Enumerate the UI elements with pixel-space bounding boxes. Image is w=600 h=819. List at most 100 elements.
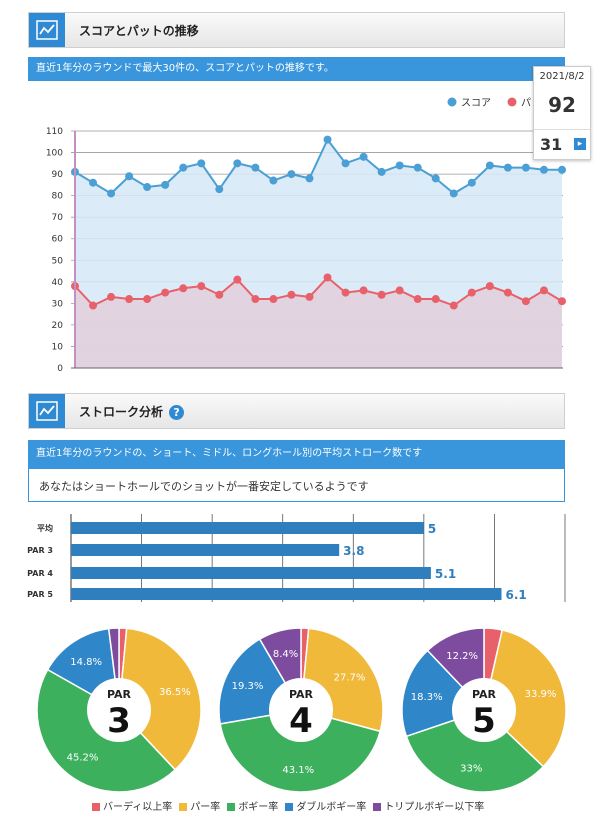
data-point [197, 159, 206, 168]
data-point [431, 174, 440, 183]
section-description: 直近1年分のラウンドで最大30件の、スコアとパットの推移です。 [28, 57, 565, 81]
center-label-top: PAR [107, 688, 132, 701]
slice-label: 45.2% [67, 752, 99, 763]
data-point [503, 288, 512, 297]
slice-label: 36.5% [159, 687, 191, 698]
pie-slice [405, 709, 545, 793]
data-point [341, 288, 350, 297]
data-point [521, 163, 530, 172]
score-putt-line-chart: 0102030405060708090100110スコアパット [46, 97, 566, 374]
legend-label: トリプルボギー以下率 [384, 802, 485, 813]
slice-label: 33.9% [525, 689, 557, 700]
data-point [395, 286, 404, 295]
y-tick-label: 70 [52, 213, 64, 223]
y-tick-label: 30 [52, 299, 64, 309]
data-point [269, 176, 278, 185]
legend-item: バーディ以上率 [92, 798, 172, 813]
legend-swatch [92, 803, 100, 811]
data-point [467, 178, 476, 187]
pie-center [269, 678, 333, 742]
legend-marker [447, 97, 457, 107]
y-tick-label: 0 [57, 364, 63, 374]
data-point [179, 163, 188, 172]
bar [71, 522, 424, 534]
data-point [305, 174, 314, 183]
category-label: PAR 5 [27, 590, 53, 599]
legend-swatch [285, 803, 294, 811]
data-point [377, 290, 386, 299]
data-point [125, 295, 134, 304]
section-title: ストローク分析? [79, 403, 185, 420]
tooltip-date: 2021/8/2 [539, 71, 585, 82]
y-tick-label: 20 [52, 321, 64, 331]
slice-label: 18.3% [411, 692, 443, 703]
pie-legend: バーディ以上率 パー率 ボギー率 ダブルボギー率 トリプルボギー以下率 [92, 798, 491, 813]
data-point [161, 180, 170, 189]
pie-center [87, 678, 151, 742]
y-tick-label: 50 [52, 256, 64, 266]
center-label-main: 5 [472, 701, 496, 741]
data-point [179, 284, 188, 293]
data-point [305, 292, 314, 301]
data-point [215, 290, 224, 299]
tooltip-divider [534, 129, 590, 130]
stroke-bar-chart: 平均 5 PAR 3 3.8 PAR 4 5.1 PAR 5 6.1 [27, 514, 566, 602]
center-label-main: 4 [289, 701, 313, 741]
data-point [251, 163, 260, 172]
data-point [269, 295, 278, 304]
data-point [341, 159, 350, 168]
chart-icon [29, 13, 65, 47]
y-tick-label: 40 [52, 278, 64, 288]
data-point [485, 161, 494, 170]
data-point [359, 286, 368, 295]
legend-swatch [373, 803, 382, 811]
data-point [413, 295, 422, 304]
data-point [143, 183, 152, 192]
center-label-top: PAR [472, 688, 497, 701]
bar [71, 544, 340, 556]
category-label: PAR 3 [27, 546, 53, 555]
data-point [449, 301, 458, 310]
slice-label: 14.8% [70, 657, 102, 668]
data-point [558, 297, 566, 306]
score-putt-section-header: スコアとパットの推移 [28, 12, 565, 48]
data-point [467, 288, 476, 297]
data-point [233, 275, 242, 284]
series-line [74, 137, 562, 195]
center-label-top: PAR [289, 688, 314, 701]
legend-label: パー率 [190, 802, 221, 813]
data-point [323, 273, 332, 282]
analysis-message: あなたはショートホールでのショットが一番安定しているようです [28, 468, 565, 502]
slice-label: 43.1% [282, 765, 314, 776]
y-tick-label: 100 [46, 149, 63, 159]
chevron-right-icon[interactable]: ▸ [574, 138, 586, 150]
data-point [197, 282, 206, 291]
data-point [89, 301, 98, 310]
data-point [359, 152, 368, 161]
y-tick-label: 80 [52, 192, 64, 202]
chart-icon [29, 394, 65, 428]
value-label: 5 [428, 522, 436, 536]
category-label: 平均 [37, 523, 53, 533]
data-point [377, 167, 386, 176]
data-point [89, 178, 98, 187]
pie-slice [118, 627, 202, 771]
data-point [107, 292, 116, 301]
y-tick-label: 10 [52, 342, 64, 352]
bar [71, 588, 502, 600]
section-title: スコアとパットの推移 [79, 24, 199, 38]
legend-item: ダブルボギー率 [285, 798, 366, 813]
data-point [161, 288, 170, 297]
legend-marker [507, 97, 517, 107]
data-point [233, 159, 242, 168]
data-point [413, 163, 422, 172]
data-point [449, 189, 458, 198]
tooltip-score: 92 [548, 93, 576, 117]
bar [71, 567, 431, 579]
question-icon[interactable]: ? [169, 405, 185, 420]
series-area [75, 277, 562, 368]
data-point [323, 135, 332, 144]
legend-item: ボギー率 [227, 798, 278, 813]
data-point [287, 290, 296, 299]
